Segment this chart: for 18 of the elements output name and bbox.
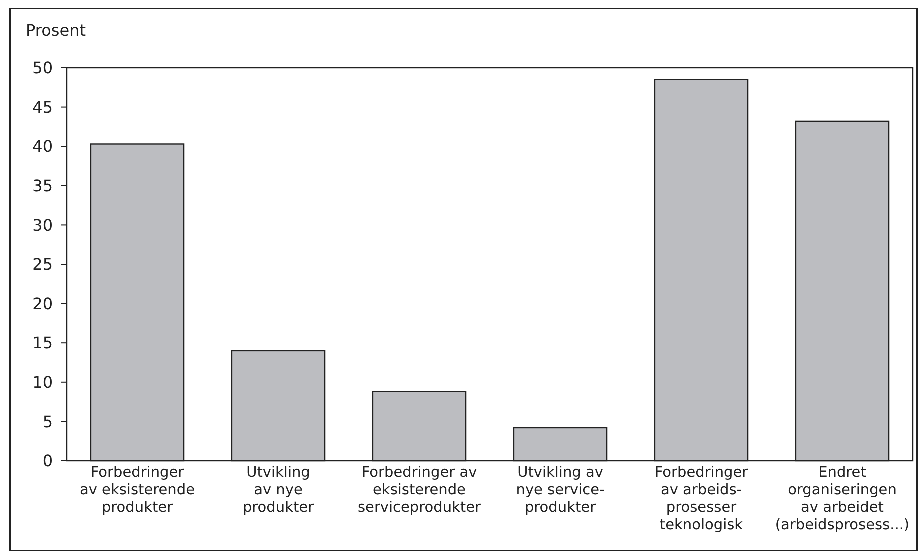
y-axis-title: Prosent: [26, 21, 86, 40]
y-tick-label: 30: [32, 216, 53, 235]
x-tick-label: Utvikling av nye service- produkter: [516, 465, 605, 516]
x-tick-label: Utvikling av nye produkter: [242, 465, 314, 516]
y-tick-label: 40: [32, 137, 53, 156]
y-tick-label: 35: [32, 176, 53, 196]
x-tick-label: Forbedringer av arbeids- prosesser teknologisk: [654, 465, 748, 534]
y-tick-label: 0: [42, 452, 53, 471]
x-tick-label: Forbedringer av eksisterende produkter: [80, 465, 196, 516]
y-tick-label: 15: [32, 334, 53, 353]
y-tick-label: 20: [32, 294, 53, 314]
y-tick-label: 45: [32, 98, 53, 117]
y-tick-label: 25: [32, 255, 53, 274]
x-tick-label: Forbedringer av eksisterende serviceprodukter: [358, 465, 482, 516]
y-tick-label: 50: [32, 58, 53, 78]
y-tick-label: 10: [32, 373, 53, 392]
y-tick-label: 5: [42, 412, 53, 432]
x-tick-label: Endret organiseringen av arbeidet (arbeidsprosess...): [775, 465, 910, 534]
